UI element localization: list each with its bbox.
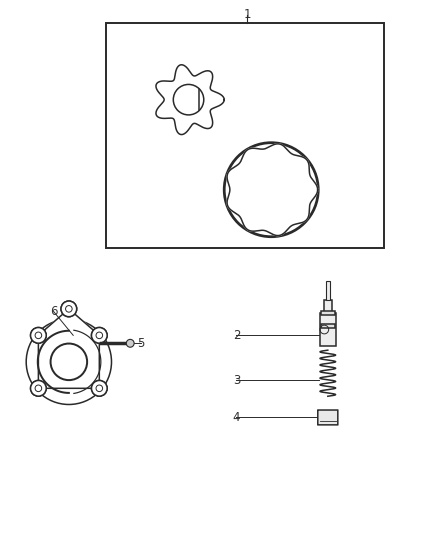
Bar <box>106 23 385 248</box>
Bar <box>321 324 335 328</box>
Polygon shape <box>227 144 318 236</box>
Bar <box>324 300 332 313</box>
Circle shape <box>31 327 46 343</box>
Polygon shape <box>156 65 224 134</box>
Text: 1: 1 <box>244 9 251 21</box>
Circle shape <box>31 381 46 396</box>
Bar <box>320 313 336 346</box>
Text: 2: 2 <box>233 329 240 342</box>
Circle shape <box>224 143 318 237</box>
Text: 4: 4 <box>233 411 240 424</box>
Circle shape <box>31 381 46 396</box>
Circle shape <box>92 327 107 343</box>
FancyBboxPatch shape <box>318 410 338 425</box>
Circle shape <box>92 327 107 343</box>
Circle shape <box>31 327 46 343</box>
Circle shape <box>26 319 112 405</box>
Circle shape <box>92 381 107 396</box>
Text: 5: 5 <box>137 337 145 350</box>
Polygon shape <box>39 309 99 389</box>
Circle shape <box>61 301 77 317</box>
Bar <box>321 311 335 315</box>
Text: 6: 6 <box>50 305 57 318</box>
Circle shape <box>61 301 77 317</box>
Bar <box>325 281 330 300</box>
Circle shape <box>92 381 107 396</box>
Circle shape <box>126 340 134 347</box>
Text: 3: 3 <box>233 374 240 387</box>
